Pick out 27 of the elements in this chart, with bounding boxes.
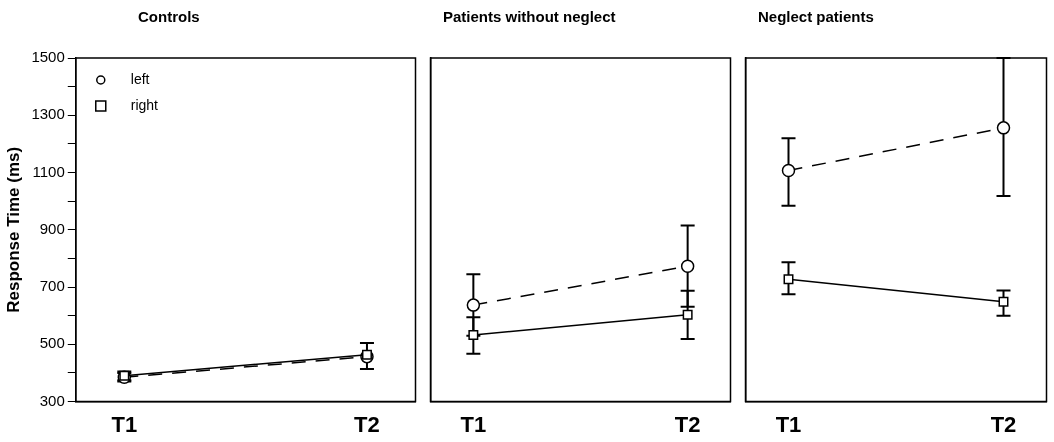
x-tick-label: T1 <box>111 411 138 437</box>
y-tick-label: 300 <box>39 391 65 409</box>
point <box>466 298 481 312</box>
y-tick-label: 900 <box>39 219 65 237</box>
y-tick-label: 500 <box>39 334 65 352</box>
point <box>998 296 1009 307</box>
point <box>680 259 695 273</box>
legend-label: left <box>130 70 150 87</box>
y-tick-label: 1300 <box>31 105 65 123</box>
x-tick-label: T1 <box>460 411 487 437</box>
x-tick-label: T1 <box>775 411 802 437</box>
y-tick-label: 700 <box>39 277 65 295</box>
legend-label: right <box>130 96 159 113</box>
point <box>781 163 796 178</box>
point <box>996 121 1011 135</box>
x-tick-label: T2 <box>990 411 1017 437</box>
x-tick-label: T2 <box>354 411 380 437</box>
chart-title: Controls <box>138 8 200 25</box>
point <box>783 274 794 285</box>
y-axis-title: Response Time (ms) <box>3 146 23 313</box>
chart-title: Patients without neglect <box>443 8 616 25</box>
y-tick-label: 1100 <box>32 162 65 180</box>
point <box>468 329 479 340</box>
y-tick-label: 1500 <box>31 48 65 66</box>
x-tick-label: T2 <box>674 411 701 437</box>
point <box>682 309 693 320</box>
chart-title: Neglect patients <box>758 8 874 25</box>
